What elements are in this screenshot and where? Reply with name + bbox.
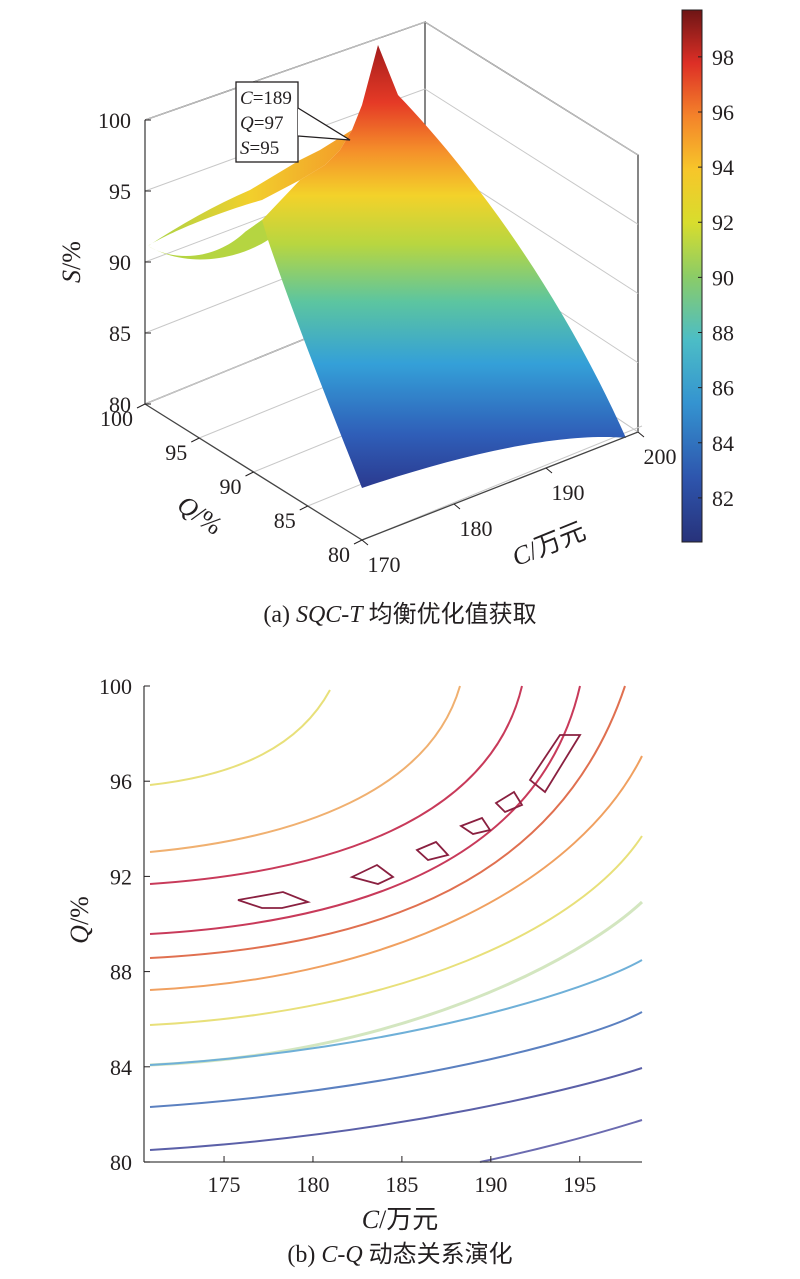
annotation-line-c: C=189: [240, 88, 292, 109]
q-tick: [299, 505, 308, 511]
c-tick-label: 180: [460, 516, 493, 541]
caption-a: (a) SQC-T 均衡优化值获取: [263, 601, 536, 628]
surface-main: [148, 45, 626, 488]
caption-b: (b) C-Q 动态关系演化: [287, 1241, 512, 1268]
optimum-region: [415, 840, 450, 861]
x-tick-label: 175: [208, 1172, 241, 1197]
z-axis-label: S/%: [57, 241, 86, 283]
y-tick-label: 100: [99, 674, 132, 699]
optimum-region: [528, 734, 582, 794]
x-tick-label: 195: [563, 1172, 596, 1197]
q-axis-ticks: 80 85 90 95 100: [100, 403, 363, 567]
q-tick: [245, 471, 254, 477]
y-axis-label-b: Q/%: [65, 896, 94, 944]
colorbar-tick-label: 96: [712, 100, 734, 125]
y-tick-label: 80: [110, 1150, 132, 1175]
surface: [148, 45, 626, 488]
optimum-region: [459, 816, 492, 835]
colorbar-tick-label: 90: [712, 265, 734, 290]
c-tick-label: 190: [552, 480, 585, 505]
optimum-region: [494, 790, 524, 814]
contour-line: [149, 685, 523, 885]
contour-line: [149, 685, 626, 959]
colorbar-tick-label: 98: [712, 45, 734, 70]
x-tick-label: 180: [296, 1172, 329, 1197]
q-tick: [353, 539, 363, 545]
x-axis-label-b: C/万元: [362, 1205, 439, 1234]
optimum-region: [349, 863, 395, 885]
contour-lines: [149, 685, 644, 1163]
z-tick-label: 100: [98, 108, 131, 133]
surface-front-edge: [148, 220, 268, 260]
z-tick-label: 85: [109, 321, 131, 346]
z-tick-label: 95: [109, 179, 131, 204]
y-tick-label: 88: [110, 960, 132, 985]
y-axis-ticks: 80 84 88 92 96 100: [99, 674, 150, 1175]
colorbar-tick-label: 86: [712, 376, 734, 401]
annotation-line-q: Q=97: [240, 113, 283, 134]
c-tick: [361, 539, 369, 546]
q-tick: [191, 437, 200, 443]
contour-line: [149, 685, 581, 935]
z-axis-ticks: 80 85 90 95 100: [98, 108, 151, 417]
c-tick-label: 200: [644, 444, 677, 469]
contour-line: [149, 1067, 643, 1151]
x-axis-ticks: 175 180 185 190 195: [208, 1156, 596, 1197]
colorbar-tick-label: 94: [712, 155, 734, 180]
contour-line: [149, 1011, 643, 1108]
contour-line: [479, 1119, 643, 1163]
c-tick: [453, 503, 461, 510]
c-tick: [637, 431, 645, 438]
x-tick-label: 190: [474, 1172, 507, 1197]
x-tick-label: 185: [385, 1172, 418, 1197]
contour-line: [149, 689, 331, 786]
contour-line: [149, 685, 461, 853]
contour-line: [149, 755, 643, 991]
surface-plot: 80 85 90 95 100 80 85 90 95 100 170 180 190 200 S/%…: [57, 9, 734, 628]
optimum-annotation: C=189 Q=97 S=95: [235, 81, 351, 163]
colorbar-tick-label: 88: [712, 321, 734, 346]
y-tick-label: 92: [110, 864, 132, 889]
c-tick-label: 170: [368, 552, 401, 577]
surface-back-ridge: [148, 130, 352, 246]
annotation-line-s: S=95: [240, 138, 279, 159]
q-tick-label: 95: [165, 440, 187, 465]
z-tick-label: 80: [109, 392, 131, 417]
y-tick-label: 84: [110, 1055, 132, 1080]
contour-plot: 80 84 88 92 96 100 175 180 185 190 195 Q/% C/万元 (…: [65, 674, 644, 1268]
colorbar-ticks: 82 84 86 88 90 92 94 96 98: [698, 45, 734, 511]
c-tick: [545, 467, 553, 474]
colorbar-tick-label: 82: [712, 486, 734, 511]
contour-line: [149, 959, 643, 1066]
q-tick-label: 90: [220, 474, 242, 499]
q-tick-label: 85: [274, 508, 296, 533]
z-tick-label: 90: [109, 250, 131, 275]
contour-line: [149, 835, 643, 1026]
c-axis-label: C/万元: [508, 516, 590, 572]
contour-plot-area: [144, 686, 642, 1162]
colorbar-tick-label: 84: [712, 431, 734, 456]
q-tick-label: 80: [328, 542, 350, 567]
colorbar: 82 84 86 88 90 92 94 96 98: [681, 9, 734, 543]
y-tick-label: 96: [110, 769, 132, 794]
q-tick-label: 100: [100, 406, 133, 431]
c-axis-ticks: 170 180 190 200: [361, 431, 677, 577]
colorbar-tick-label: 92: [712, 210, 734, 235]
q-tick: [136, 403, 146, 409]
optimum-region: [237, 891, 312, 909]
